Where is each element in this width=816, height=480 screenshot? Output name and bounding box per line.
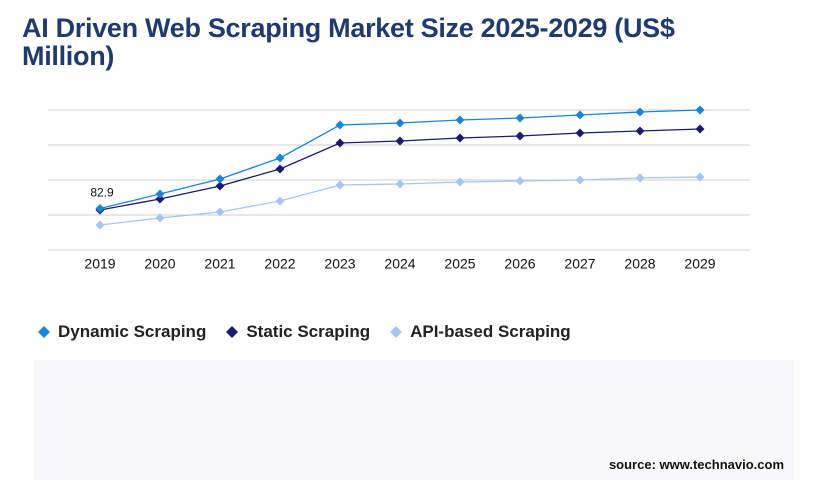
data-point	[155, 189, 165, 199]
data-point	[335, 120, 345, 130]
x-tick-label: 2023	[324, 256, 355, 272]
data-point	[275, 196, 285, 206]
data-point	[95, 204, 105, 214]
x-tick-label: 2020	[144, 256, 175, 272]
data-point	[455, 177, 465, 187]
source-note: source: www.technavio.com	[608, 457, 784, 472]
data-point	[635, 107, 645, 117]
data-point	[395, 179, 405, 189]
data-point	[515, 131, 525, 141]
data-point	[575, 175, 585, 185]
data-point	[695, 105, 705, 115]
data-point	[395, 136, 405, 146]
x-tick-label: 2021	[204, 256, 235, 272]
data-point	[515, 176, 525, 186]
data-label: 82.9	[90, 186, 114, 200]
data-point	[695, 124, 705, 134]
legend: Dynamic Scraping Static Scraping API-based…	[38, 322, 571, 342]
data-point	[155, 213, 165, 223]
x-tick-label: 2022	[264, 256, 295, 272]
data-point	[395, 118, 405, 128]
data-point	[275, 153, 285, 163]
data-point	[275, 164, 285, 174]
legend-label: Static Scraping	[246, 322, 371, 341]
legend-item: Dynamic Scraping	[38, 322, 206, 342]
legend-marker	[38, 326, 50, 338]
legend-label: Dynamic Scraping	[58, 322, 207, 341]
x-tick-label: 2026	[504, 256, 535, 272]
background-panel	[34, 360, 794, 480]
legend-label: API-based Scraping	[410, 322, 571, 341]
data-point	[515, 113, 525, 123]
legend-item: Static Scraping	[226, 322, 370, 342]
x-tick-label: 2028	[624, 256, 655, 272]
data-point	[215, 207, 225, 217]
chart-title: AI Driven Web Scraping Market Size 2025-…	[22, 13, 675, 71]
x-tick-label: 2025	[444, 256, 475, 272]
x-tick-label: 2027	[564, 256, 595, 272]
legend-marker	[390, 326, 403, 338]
data-point	[95, 220, 105, 230]
data-point	[215, 174, 225, 184]
data-point	[215, 181, 225, 191]
x-tick-label: 2024	[384, 256, 415, 272]
data-point	[695, 172, 705, 182]
data-point	[455, 133, 465, 143]
x-tick-label: 2029	[684, 256, 715, 272]
data-point	[335, 180, 345, 190]
data-point	[335, 138, 345, 148]
data-point	[635, 173, 645, 183]
x-tick-label: 2019	[84, 256, 115, 272]
data-point	[575, 110, 585, 120]
legend-marker	[226, 326, 239, 338]
data-point	[575, 128, 585, 138]
legend-item: API-based Scraping	[390, 322, 571, 342]
chart: 2019 2020 2021 2022 2023 2024 2025 2026 2027 2028…	[48, 105, 750, 272]
data-point	[455, 115, 465, 125]
data-point	[635, 126, 645, 136]
data-point	[155, 194, 165, 204]
